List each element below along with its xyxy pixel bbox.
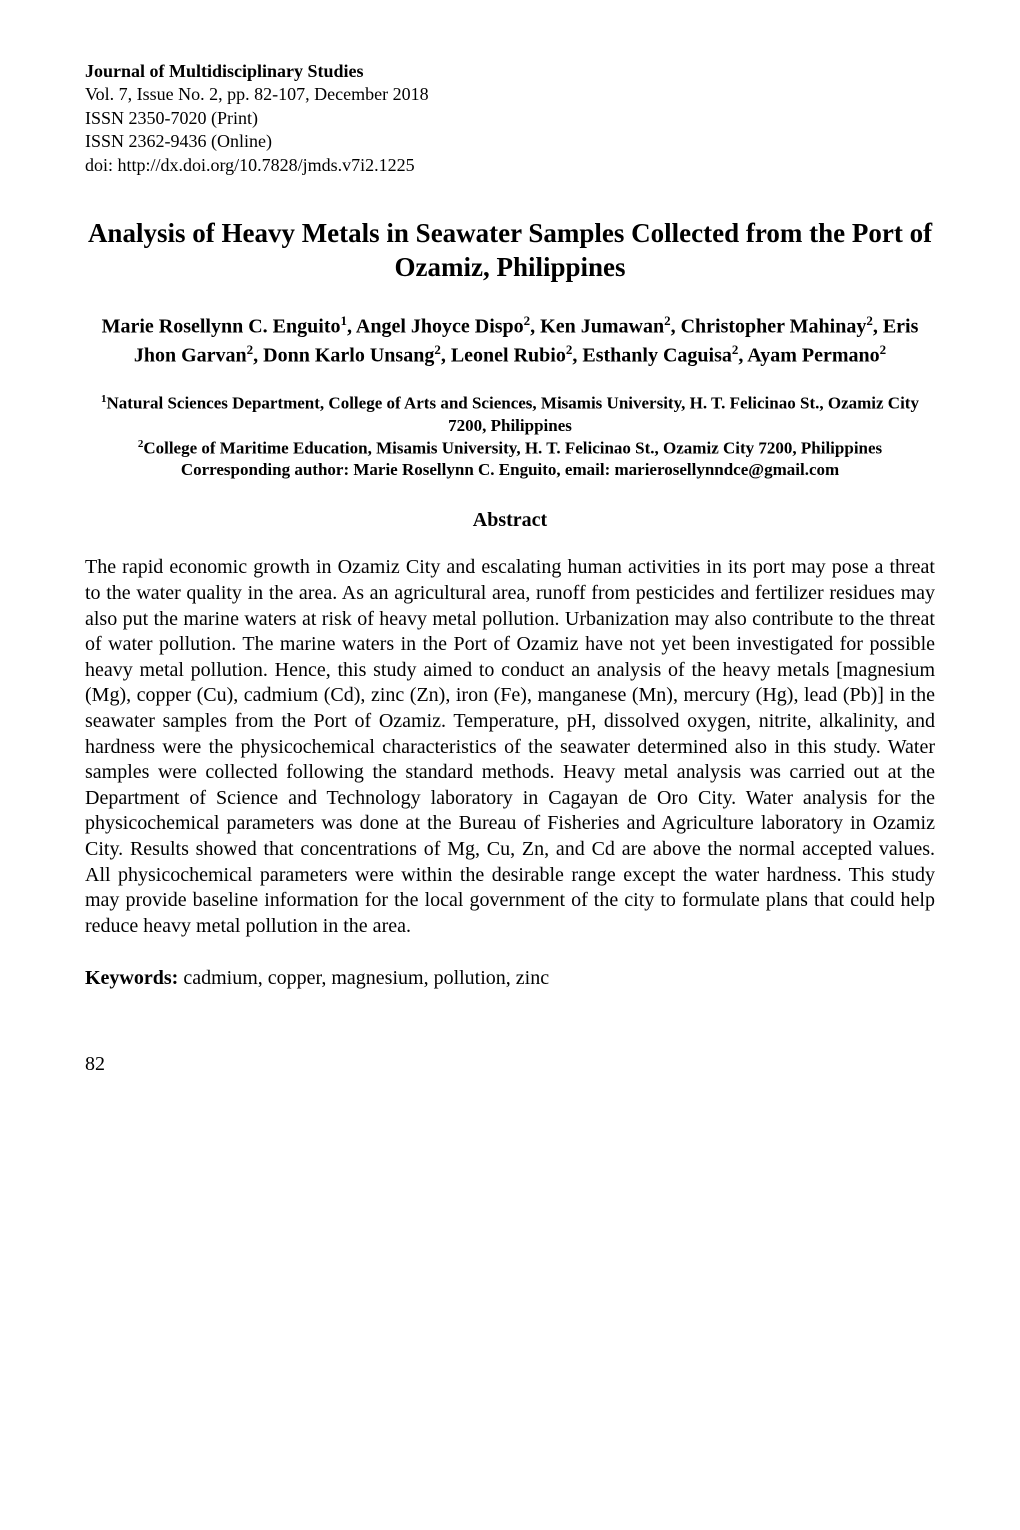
abstract-body: The rapid economic growth in Ozamiz City… [85, 555, 935, 939]
journal-issn-print: ISSN 2350-7020 (Print) [85, 107, 935, 130]
paper-title: Analysis of Heavy Metals in Seawater Sam… [85, 217, 935, 285]
affiliations: 1Natural Sciences Department, College of… [85, 392, 935, 482]
abstract-heading: Abstract [85, 507, 935, 533]
journal-header: Journal of Multidisciplinary Studies Vol… [85, 60, 935, 177]
journal-title: Journal of Multidisciplinary Studies [85, 60, 935, 83]
journal-doi: doi: http://dx.doi.org/10.7828/jmds.v7i2… [85, 154, 935, 177]
author-list: Marie Rosellynn C. Enguito1, Angel Jhoyc… [85, 312, 935, 369]
keywords-line: Keywords: cadmium, copper, magnesium, po… [85, 965, 935, 991]
keywords-label: Keywords: [85, 967, 178, 989]
journal-volume: Vol. 7, Issue No. 2, pp. 82-107, Decembe… [85, 83, 935, 106]
page-number: 82 [85, 1051, 935, 1077]
keywords-text: cadmium, copper, magnesium, pollution, z… [178, 967, 549, 989]
journal-issn-online: ISSN 2362-9436 (Online) [85, 130, 935, 153]
